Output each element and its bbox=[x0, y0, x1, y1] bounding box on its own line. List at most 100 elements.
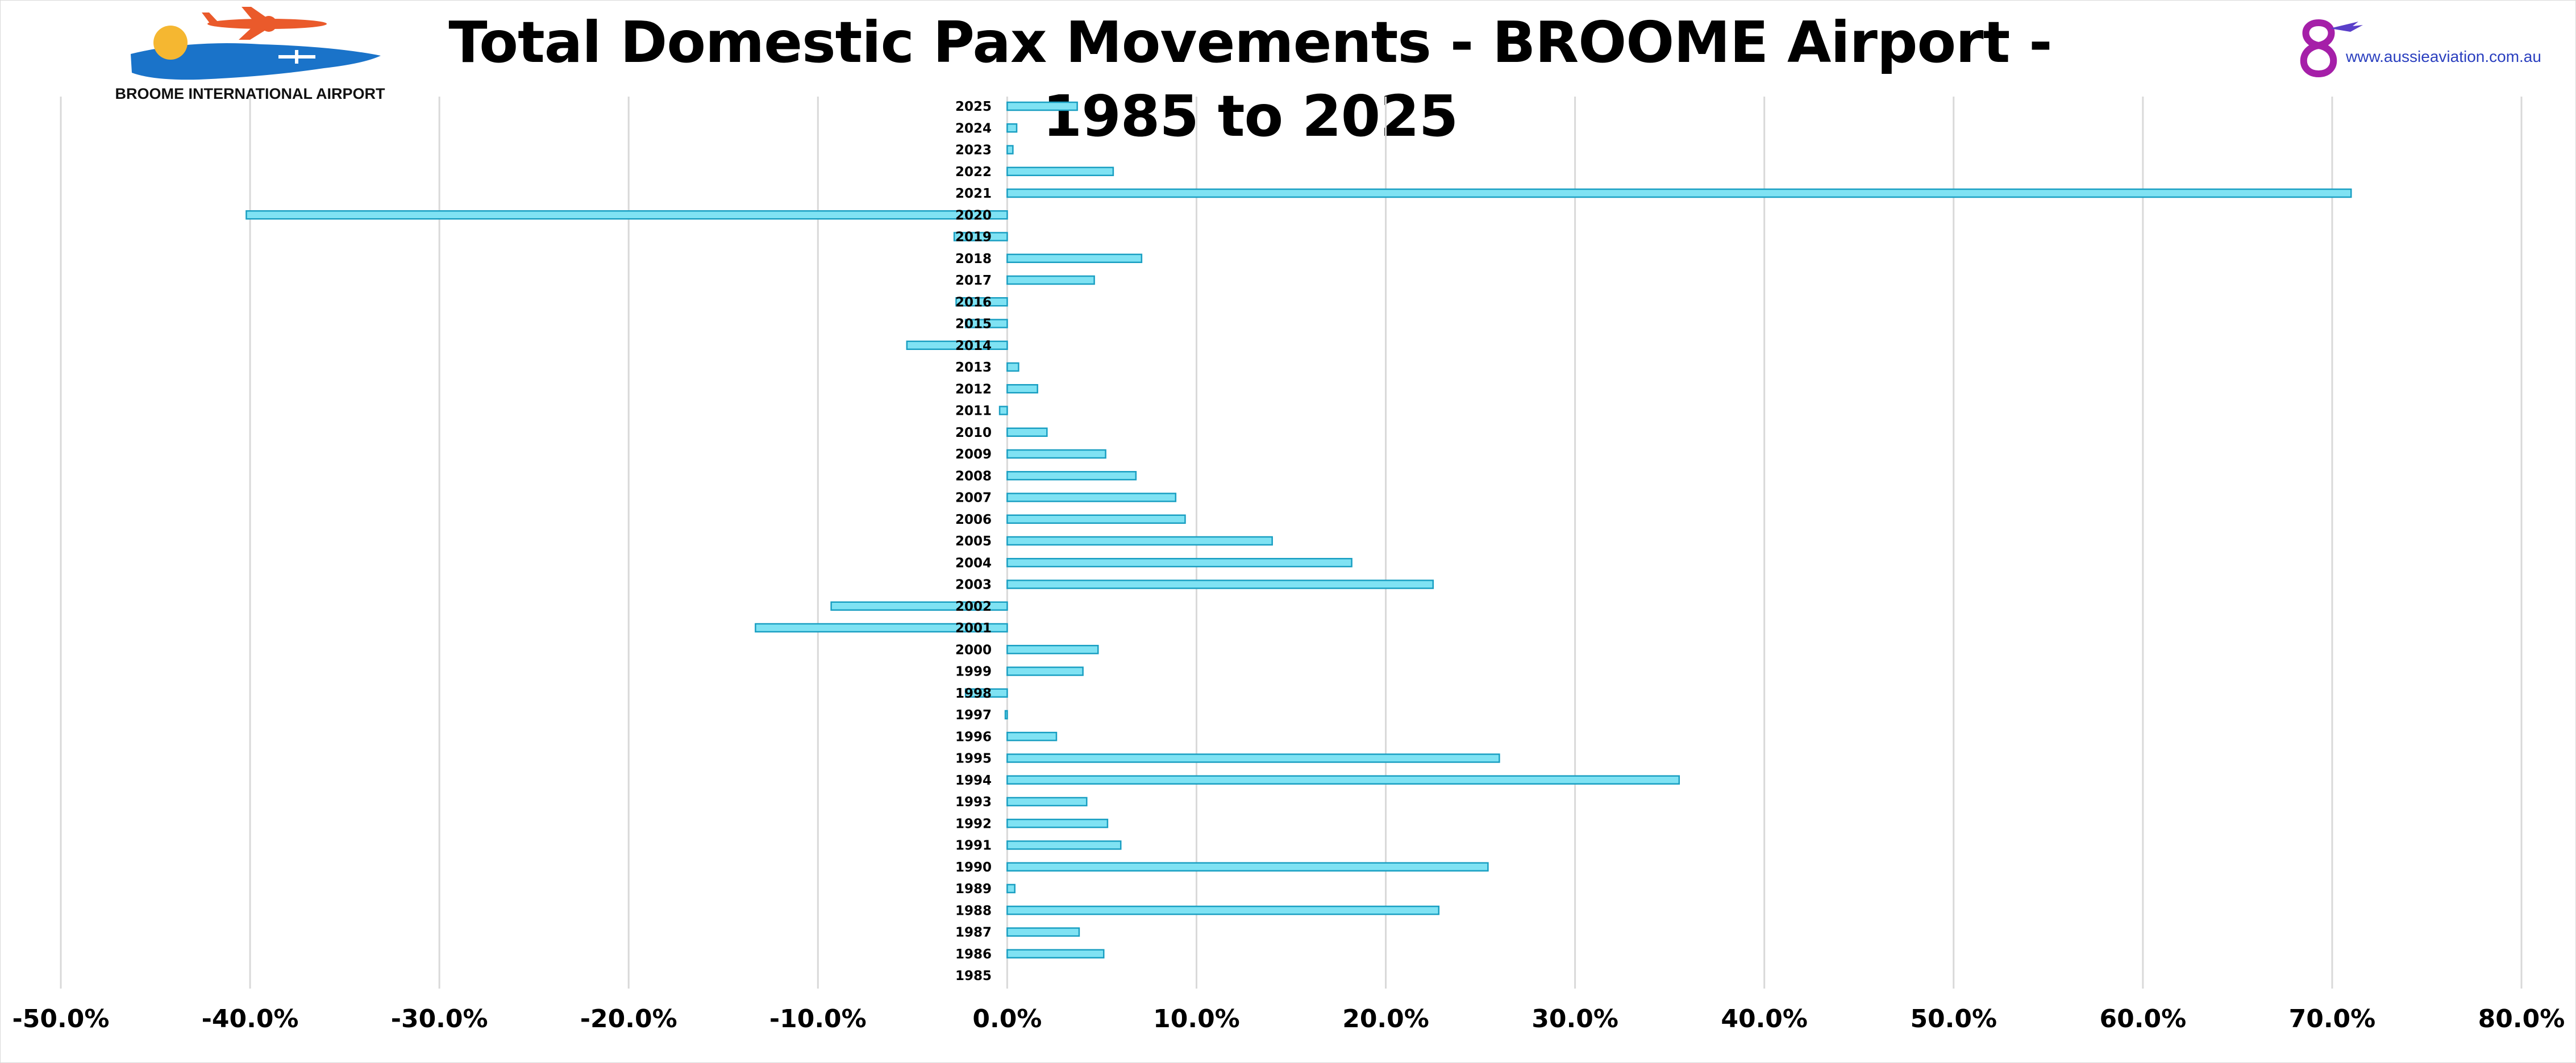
bar-1991 bbox=[1006, 840, 1122, 850]
year-label-1989: 1989 bbox=[955, 882, 992, 897]
small-plane-icon bbox=[278, 50, 315, 64]
x-tick-label: -30.0% bbox=[391, 1004, 488, 1033]
year-label-1994: 1994 bbox=[955, 773, 992, 788]
bar-2020 bbox=[245, 210, 1008, 220]
bar-2022 bbox=[1006, 166, 1114, 176]
x-tick-label: 70.0% bbox=[2289, 1004, 2376, 1033]
bar-1994 bbox=[1006, 775, 1680, 785]
bar-2017 bbox=[1006, 275, 1095, 285]
brush-stroke-shape bbox=[131, 43, 381, 80]
year-label-2018: 2018 bbox=[955, 252, 992, 266]
bar-1995 bbox=[1006, 753, 1500, 763]
year-label-1986: 1986 bbox=[955, 947, 992, 962]
bar-1987 bbox=[1006, 927, 1080, 937]
year-label-1996: 1996 bbox=[955, 729, 992, 744]
bar-1988 bbox=[1006, 906, 1440, 915]
bar-2000 bbox=[1006, 645, 1099, 655]
x-tick-label: -20.0% bbox=[580, 1004, 677, 1033]
bar-2013 bbox=[1006, 362, 1019, 372]
year-label-1987: 1987 bbox=[955, 926, 992, 940]
x-tick-label: 0.0% bbox=[972, 1004, 1042, 1033]
bar-2005 bbox=[1006, 536, 1273, 546]
bar-2007 bbox=[1006, 493, 1177, 502]
year-label-2010: 2010 bbox=[955, 426, 992, 440]
bar-2002 bbox=[830, 601, 1008, 611]
bar-2001 bbox=[755, 623, 1008, 633]
year-label-2002: 2002 bbox=[955, 599, 992, 614]
year-label-2009: 2009 bbox=[955, 447, 992, 462]
year-label-2021: 2021 bbox=[955, 186, 992, 201]
year-label-2003: 2003 bbox=[955, 578, 992, 593]
x-tick-label: -40.0% bbox=[202, 1004, 299, 1033]
bar-1993 bbox=[1006, 797, 1088, 807]
year-label-2007: 2007 bbox=[955, 491, 992, 506]
x-tick-label: -50.0% bbox=[13, 1004, 110, 1033]
year-label-1997: 1997 bbox=[955, 708, 992, 723]
year-label-2004: 2004 bbox=[955, 556, 992, 570]
year-label-2023: 2023 bbox=[955, 143, 992, 158]
bar-1997 bbox=[1004, 710, 1008, 720]
broome-airport-logo bbox=[131, 7, 381, 80]
website-link[interactable]: www.aussieaviation.com.au bbox=[2346, 48, 2541, 65]
x-tick-label: 60.0% bbox=[2100, 1004, 2187, 1033]
bar-1986 bbox=[1006, 949, 1105, 958]
gridlines bbox=[60, 97, 2523, 989]
bar-2019 bbox=[953, 232, 1008, 241]
year-label-2025: 2025 bbox=[955, 99, 992, 114]
year-label-1992: 1992 bbox=[955, 816, 992, 831]
year-label-2013: 2013 bbox=[955, 360, 992, 375]
year-label-1995: 1995 bbox=[955, 752, 992, 766]
year-label-2008: 2008 bbox=[955, 469, 992, 483]
year-label-2022: 2022 bbox=[955, 165, 992, 180]
year-label-2016: 2016 bbox=[955, 295, 992, 310]
bar-1992 bbox=[1006, 819, 1109, 828]
year-label-1985: 1985 bbox=[955, 969, 992, 983]
bar-1998 bbox=[964, 688, 1008, 698]
x-tick-label: 80.0% bbox=[2478, 1004, 2565, 1033]
bar-2008 bbox=[1006, 471, 1137, 481]
bar-1990 bbox=[1006, 862, 1489, 872]
bar-2003 bbox=[1006, 580, 1434, 589]
bar-2009 bbox=[1006, 449, 1106, 459]
plane-silhouette-icon bbox=[2330, 22, 2363, 32]
year-label-1991: 1991 bbox=[955, 839, 992, 853]
bar-2004 bbox=[1006, 558, 1352, 568]
sun-icon bbox=[153, 26, 188, 60]
x-tick-label: 40.0% bbox=[1721, 1004, 1808, 1033]
bar-1989 bbox=[1006, 883, 1016, 894]
year-label-2006: 2006 bbox=[955, 512, 992, 527]
bar-2021 bbox=[1006, 188, 2352, 198]
x-tick-label: 50.0% bbox=[1910, 1004, 1997, 1033]
year-label-2012: 2012 bbox=[955, 382, 992, 397]
x-tick-label: -10.0% bbox=[769, 1004, 867, 1033]
year-label-2011: 2011 bbox=[955, 404, 992, 419]
bar-2010 bbox=[1006, 427, 1048, 437]
airplane-icon bbox=[202, 7, 327, 40]
year-label-2001: 2001 bbox=[955, 621, 992, 636]
bar-1999 bbox=[1006, 666, 1084, 676]
x-axis-ticks: -50.0% -40.0% -30.0% -20.0% -10.0% 0.0% 10.0% 2… bbox=[13, 1004, 2565, 1033]
year-label-1998: 1998 bbox=[955, 686, 992, 701]
x-tick-label: 10.0% bbox=[1153, 1004, 1240, 1033]
year-label-2014: 2014 bbox=[955, 339, 992, 353]
bar-2023 bbox=[1006, 145, 1014, 155]
year-label-2000: 2000 bbox=[955, 643, 992, 657]
year-label-2019: 2019 bbox=[955, 230, 992, 245]
x-tick-label: 20.0% bbox=[1342, 1004, 1429, 1033]
bar-2014 bbox=[906, 340, 1008, 350]
chart-title: Total Domestic Pax Movements - BROOME Ai… bbox=[448, 9, 2052, 149]
bar-2018 bbox=[1006, 253, 1143, 263]
bars bbox=[245, 101, 2352, 958]
year-label-1990: 1990 bbox=[955, 860, 992, 875]
bar-1996 bbox=[1006, 732, 1058, 741]
aussie-aviation-logo bbox=[2300, 19, 2363, 78]
bar-2024 bbox=[1006, 123, 1018, 133]
bar-2012 bbox=[1006, 384, 1038, 394]
year-label-2005: 2005 bbox=[955, 534, 992, 549]
bar-2016 bbox=[955, 297, 1008, 307]
year-label-1993: 1993 bbox=[955, 795, 992, 810]
year-label-2020: 2020 bbox=[955, 208, 992, 223]
year-label-1988: 1988 bbox=[955, 903, 992, 918]
year-label-2024: 2024 bbox=[955, 121, 992, 136]
